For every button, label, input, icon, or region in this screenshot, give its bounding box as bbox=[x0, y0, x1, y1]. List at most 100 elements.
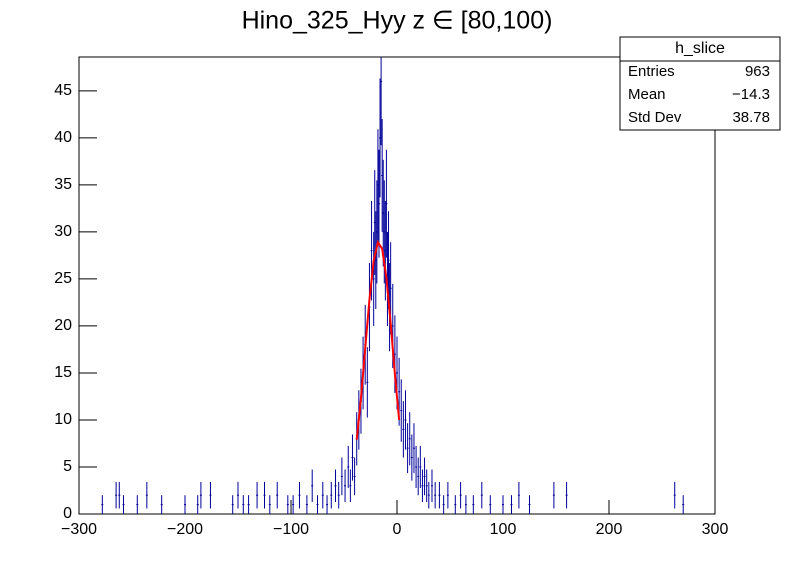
data-point bbox=[427, 481, 430, 509]
stats-name: Mean bbox=[628, 86, 666, 103]
data-point bbox=[344, 469, 347, 503]
data-point bbox=[353, 457, 356, 496]
data-point bbox=[231, 495, 234, 514]
data-point bbox=[351, 434, 354, 481]
data-point bbox=[682, 495, 685, 514]
data-point bbox=[421, 469, 424, 503]
data-point bbox=[372, 231, 375, 326]
data-point bbox=[472, 495, 475, 514]
data-point bbox=[136, 495, 139, 514]
data-point bbox=[425, 469, 428, 503]
data-point bbox=[423, 457, 426, 496]
data-point bbox=[434, 481, 437, 509]
x-tick-label: 100 bbox=[490, 521, 517, 538]
y-tick-label: 5 bbox=[63, 458, 72, 475]
data-point bbox=[247, 495, 250, 514]
data-point bbox=[340, 457, 343, 496]
stats-value: 38.78 bbox=[732, 109, 770, 126]
fit-curve bbox=[355, 239, 401, 440]
y-tick-label: 45 bbox=[54, 82, 72, 99]
x-tick-label: 300 bbox=[702, 521, 729, 538]
stats-title: h_slice bbox=[675, 40, 725, 57]
data-point bbox=[326, 495, 329, 514]
data-point bbox=[115, 481, 118, 509]
data-point bbox=[286, 495, 289, 514]
data-point bbox=[502, 495, 504, 514]
data-point bbox=[510, 495, 513, 514]
x-tick-label: −300 bbox=[61, 521, 97, 538]
x-tick-label: −100 bbox=[273, 521, 309, 538]
stats-value: 963 bbox=[745, 63, 770, 80]
data-point bbox=[276, 481, 279, 509]
data-point bbox=[377, 149, 380, 258]
data-point bbox=[673, 481, 676, 509]
data-point bbox=[337, 481, 340, 509]
stats-name: Std Dev bbox=[628, 109, 682, 126]
y-tick-label: 15 bbox=[54, 364, 72, 381]
y-tick-label: 10 bbox=[54, 411, 72, 428]
data-point bbox=[349, 469, 352, 503]
data-point bbox=[402, 401, 405, 458]
data-point bbox=[145, 481, 148, 509]
data-point bbox=[419, 445, 422, 489]
data-point bbox=[118, 481, 121, 509]
data-point bbox=[263, 481, 266, 509]
data-point bbox=[517, 481, 520, 509]
stats-box bbox=[619, 36, 781, 131]
data-point bbox=[412, 423, 415, 474]
data-point bbox=[380, 57, 383, 146]
data-point bbox=[160, 495, 163, 514]
data-point bbox=[196, 495, 199, 514]
data-point bbox=[242, 495, 245, 514]
y-tick-label: 40 bbox=[54, 129, 72, 146]
data-point bbox=[305, 495, 308, 514]
data-point bbox=[209, 481, 212, 509]
data-point bbox=[464, 495, 467, 514]
x-tick-label: 200 bbox=[596, 521, 623, 538]
data-point bbox=[480, 481, 483, 509]
data-point bbox=[565, 481, 568, 509]
data-point bbox=[446, 481, 449, 509]
data-point bbox=[528, 495, 531, 514]
data-point bbox=[404, 390, 407, 450]
data-point bbox=[400, 379, 403, 442]
data-point bbox=[489, 495, 492, 514]
y-tick-label: 20 bbox=[54, 317, 72, 334]
data-point bbox=[330, 481, 333, 509]
chart-title: Hino_325_Hyy z ∈ [80,100) bbox=[242, 7, 553, 35]
data-point bbox=[385, 149, 388, 258]
data-point bbox=[366, 347, 369, 418]
y-tick-label: 25 bbox=[54, 270, 72, 287]
data-point bbox=[347, 445, 350, 489]
data-point bbox=[442, 495, 445, 514]
data-point bbox=[199, 481, 202, 509]
data-point bbox=[438, 481, 441, 509]
stats-name: Entries bbox=[628, 63, 675, 80]
data-point bbox=[184, 495, 186, 514]
data-point bbox=[552, 481, 555, 509]
y-tick-label: 30 bbox=[54, 223, 72, 240]
data-point bbox=[417, 457, 420, 496]
data-point bbox=[256, 481, 259, 509]
data-point bbox=[459, 481, 462, 509]
data-point bbox=[101, 495, 104, 514]
data-point bbox=[410, 434, 413, 481]
data-point bbox=[406, 423, 409, 474]
data-point bbox=[292, 495, 295, 514]
x-tick-label: 0 bbox=[393, 521, 402, 538]
data-point bbox=[430, 469, 433, 503]
data-point bbox=[268, 495, 271, 514]
data-point bbox=[454, 495, 457, 514]
data-point bbox=[316, 495, 319, 514]
data-point bbox=[321, 481, 324, 509]
data-point bbox=[415, 445, 418, 489]
data-point bbox=[408, 412, 411, 466]
x-tick-label: −200 bbox=[167, 521, 203, 538]
data-point bbox=[237, 481, 239, 509]
data-point bbox=[122, 495, 125, 514]
data-point bbox=[298, 481, 301, 509]
y-tick-label: 35 bbox=[54, 176, 72, 193]
data-point bbox=[311, 469, 314, 503]
data-point bbox=[334, 469, 337, 503]
